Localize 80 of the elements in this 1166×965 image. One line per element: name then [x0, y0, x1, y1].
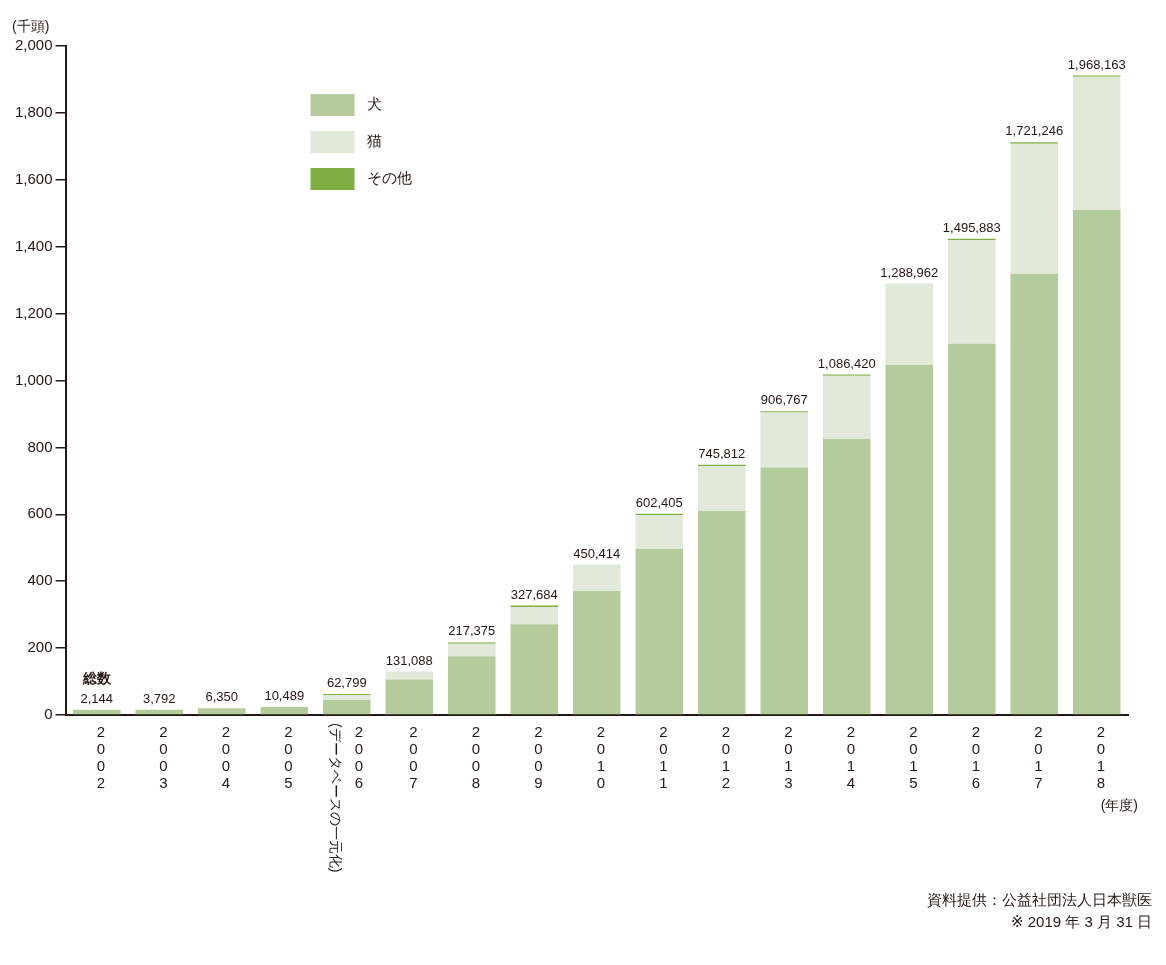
annotation: 1,968,163	[1067, 56, 1126, 72]
bar	[760, 412, 809, 468]
x-tick-label: 2016	[971, 722, 981, 791]
x-tick-label: 2012	[721, 722, 731, 791]
x-axis-title: (年度)	[1100, 796, 1138, 813]
bar	[323, 695, 371, 700]
y-tick-label: 0	[44, 705, 53, 723]
bar	[448, 643, 496, 657]
bar	[635, 549, 684, 715]
bar	[948, 240, 996, 344]
annotation: 745,812	[698, 445, 746, 461]
x-tick-label: 2007	[409, 722, 418, 791]
x-tick-label: 2018	[1096, 722, 1106, 791]
annotation: 6,350	[205, 689, 239, 705]
annotation: 3,792	[143, 690, 176, 706]
bar	[198, 708, 246, 715]
bar	[823, 439, 871, 715]
annotation: 2,144	[80, 690, 114, 706]
bar	[323, 699, 371, 715]
annotation: 131,088	[385, 652, 433, 668]
bar	[760, 467, 809, 715]
annotation: 906,767	[760, 392, 808, 408]
annotation: 総数	[81, 669, 112, 686]
bar	[573, 590, 621, 715]
bar	[385, 679, 434, 715]
y-tick-label: 600	[27, 504, 53, 522]
y-axis-title: (千頭)	[12, 17, 50, 34]
x-tick-label: 2017	[1034, 722, 1043, 791]
x-tick-label: 2008	[471, 722, 481, 791]
bar	[260, 706, 309, 715]
bar	[1010, 273, 1058, 715]
bar	[885, 283, 934, 366]
annotation: 217,375	[448, 623, 496, 639]
x-tick-label: 2010	[596, 722, 606, 791]
bar	[1073, 209, 1121, 715]
bar	[635, 514, 684, 550]
x-tick-label: 2014	[846, 722, 856, 791]
bar	[573, 564, 621, 591]
annotation: 10,489	[264, 688, 305, 704]
y-tick-label: 400	[27, 571, 53, 589]
bar	[510, 624, 559, 715]
legend-label: 猫	[366, 132, 382, 150]
y-tick-label: 1,600	[14, 169, 53, 187]
x-tick-label: 2002	[96, 722, 106, 791]
annotation: 1,721,246	[1005, 123, 1064, 139]
x-tick-label: 2005	[284, 722, 293, 791]
bar	[823, 375, 871, 440]
bar	[698, 466, 746, 511]
y-tick-label: 200	[27, 638, 53, 656]
bar	[1073, 76, 1121, 210]
bar	[1010, 143, 1058, 274]
y-tick-label: 800	[27, 437, 53, 455]
annotation: 327,684	[510, 586, 558, 602]
annotation: 450,414	[573, 545, 621, 561]
x-tick-label: 2015	[909, 722, 918, 791]
legend-label: その他	[366, 169, 412, 187]
y-tick-label: 1,400	[14, 236, 53, 254]
x-tick-label: 2009	[534, 722, 543, 791]
text: 資料提供：公益社団法人日本獣医	[927, 890, 1152, 908]
annotation: 1,288,962	[880, 264, 939, 280]
y-tick-label: 1,200	[14, 303, 53, 321]
bar	[448, 656, 496, 715]
annotation: 1,495,883	[942, 219, 1001, 235]
text: ※ 2019 年 3 月 31 日	[1011, 912, 1152, 930]
bar	[510, 606, 559, 625]
y-tick-label: 1,800	[14, 103, 53, 121]
x-tick-label: 2011	[659, 722, 668, 791]
bar	[885, 365, 934, 715]
legend-label: 犬	[366, 95, 382, 113]
annotation: 1,086,420	[817, 355, 876, 371]
x-tick-label: 2003	[159, 722, 168, 791]
x-tick-label: 2013	[784, 722, 793, 791]
y-tick-label: 1,000	[14, 370, 53, 388]
bar	[948, 343, 996, 715]
annotation: 62,799	[326, 675, 367, 690]
x-tick-label: 2004	[221, 722, 231, 791]
annotation: 602,405	[635, 494, 683, 510]
bar	[698, 510, 746, 715]
y-tick-label: 2,000	[14, 36, 53, 54]
bar	[385, 671, 434, 680]
